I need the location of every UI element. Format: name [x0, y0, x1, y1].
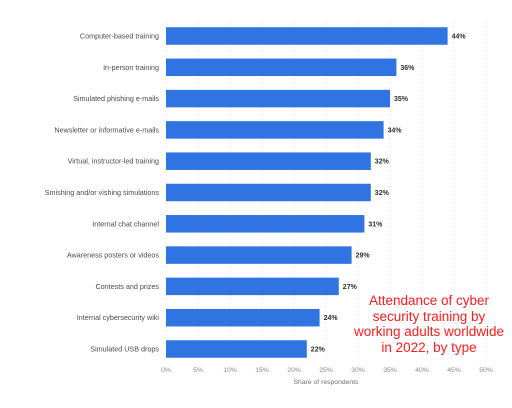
x-tick-label: 10%	[223, 367, 237, 374]
x-tick-label: 50%	[479, 367, 493, 374]
value-label: 27%	[343, 284, 358, 291]
value-label: 29%	[356, 253, 371, 260]
category-label: Computer-based training	[80, 32, 159, 41]
x-tick-label: 20%	[287, 367, 301, 374]
value-label: 22%	[311, 347, 326, 354]
chart-annotation: Attendance of cyber security training by…	[353, 293, 505, 355]
value-label: 32%	[375, 190, 390, 197]
category-label: Awareness posters or videos	[67, 251, 160, 260]
bar	[166, 215, 365, 233]
bar	[166, 152, 371, 170]
value-label: 35%	[394, 96, 409, 103]
category-label: Simulated USB drops	[90, 345, 159, 354]
bar	[166, 89, 390, 108]
category-label: Smishing and/or vishing simulations	[45, 188, 160, 197]
x-axis-title: Share of respondents	[294, 379, 360, 386]
category-label: In-person training	[103, 63, 159, 72]
x-tick-label: 35%	[383, 367, 397, 374]
x-tick-label: 5%	[193, 367, 203, 374]
category-label: Internal chat channel	[92, 219, 159, 228]
category-label: Virtual, instructor-led training	[68, 157, 159, 166]
bar	[166, 121, 384, 139]
x-tick-label: 15%	[255, 367, 269, 374]
category-label: Newsletter or informative e-mails	[54, 125, 159, 134]
bar	[166, 340, 307, 358]
bar	[166, 27, 448, 45]
x-tick-label: 30%	[351, 367, 365, 374]
x-tick-label: 45%	[447, 367, 461, 374]
bar	[166, 308, 320, 327]
category-label: Internal cybersecurity wiki	[77, 313, 160, 322]
bar	[166, 277, 339, 296]
value-label: 44%	[452, 34, 467, 41]
value-label: 32%	[375, 159, 390, 166]
bar	[166, 58, 397, 77]
value-label: 34%	[388, 127, 403, 134]
category-label: Simulated phishing e-mails	[73, 94, 159, 103]
bar	[166, 183, 371, 202]
value-label: 24%	[324, 315, 339, 322]
x-tick-label: 25%	[319, 367, 333, 374]
category-label: Contests and prizes	[95, 282, 159, 291]
x-tick-label: 40%	[415, 367, 429, 374]
value-label: 36%	[400, 65, 415, 72]
bar	[166, 246, 352, 264]
value-label: 31%	[368, 221, 383, 228]
x-tick-label: 0%	[161, 367, 171, 374]
